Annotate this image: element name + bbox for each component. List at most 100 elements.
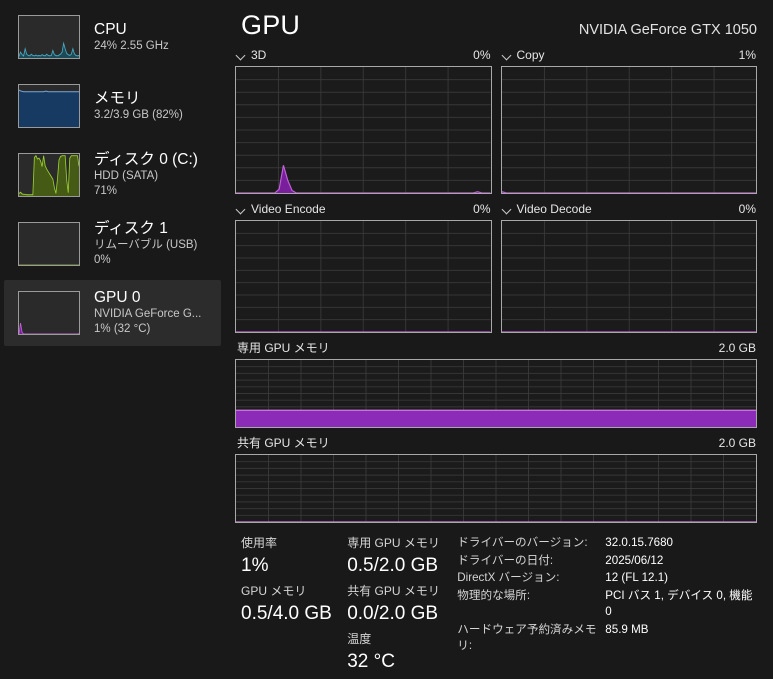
shared-memory-value: 0.0/2.0 GB: [347, 603, 439, 624]
graph-plot-3d: [235, 66, 492, 194]
graph-block-video-encode: Video Encode 0%: [235, 200, 492, 333]
device-name: NVIDIA GeForce GTX 1050: [578, 22, 757, 38]
chevron-down-icon[interactable]: [503, 51, 512, 60]
graph-value-3d: 0%: [473, 48, 491, 62]
sidebar-item-memory[interactable]: メモリ 3.2/3.9 GB (82%): [4, 73, 221, 139]
stats-column-info: ドライバーのバージョン: 32.0.15.7680 ドライバーの日付: 2025…: [457, 535, 757, 679]
graph-title-3d: 3D: [251, 48, 267, 62]
hardware-reserved-memory-label: ハードウェア予約済みメモリ:: [457, 622, 597, 653]
graph-block-copy: Copy 1%: [500, 46, 758, 194]
sidebar-sub-disk0-usage: 71%: [94, 185, 118, 197]
graph-block-shared-memory: 共有 GPU メモリ 2.0 GB: [235, 434, 757, 523]
plot-svg-dedicated-memory: [236, 360, 756, 427]
physical-location-value: PCI バス 1, デバイス 0, 機能 0: [605, 588, 753, 619]
graph-label-video-encode[interactable]: Video Encode 0%: [235, 200, 492, 220]
sidebar-title-gpu0: GPU 0: [94, 289, 141, 306]
sidebar-title-disk1: ディスク 1: [94, 220, 168, 237]
sidebar-title-cpu: CPU: [94, 20, 127, 38]
graph-plot-copy: [500, 66, 757, 194]
graph-value-shared-memory: 2.0 GB: [718, 436, 756, 450]
sidebar-text-cpu: CPU 24% 2.55 GHz: [94, 21, 169, 54]
resource-sidebar[interactable]: CPU 24% 2.55 GHz メモリ 3.2/3.9 GB (82%) ディ…: [0, 0, 225, 679]
gpu-memory-label: GPU メモリ: [241, 584, 307, 598]
sidebar-text-disk0: ディスク 0 (C:) HDD (SATA) 71%: [94, 151, 198, 199]
temperature-value: 32 °C: [347, 651, 395, 672]
physical-location-label: 物理的な場所:: [457, 588, 531, 602]
sidebar-text-disk1: ディスク 1 リムーバブル (USB) 0%: [94, 220, 197, 268]
dedicated-memory-value: 0.5/2.0 GB: [347, 555, 439, 576]
cpu-thumbnail-graph: [18, 15, 80, 59]
gpu0-sparkline-icon: [19, 292, 79, 334]
memory-sparkline-icon: [19, 85, 79, 127]
cpu-sparkline-icon: [19, 16, 79, 58]
graph-value-video-encode: 0%: [473, 202, 491, 216]
directx-version-value: 12 (FL 12.1): [605, 571, 669, 584]
graph-value-copy: 1%: [738, 48, 756, 62]
graph-row-3: 専用 GPU メモリ 2.0 GB: [235, 339, 757, 428]
temperature-label: 温度: [347, 632, 372, 646]
page-title: GPU: [241, 10, 301, 40]
memory-thumbnail-graph: [18, 84, 80, 128]
chevron-down-icon[interactable]: [503, 205, 512, 214]
sidebar-sub-disk1-usage: 0%: [94, 254, 111, 266]
graph-title-dedicated-memory: 専用 GPU メモリ: [237, 341, 330, 355]
graph-block-dedicated-memory: 専用 GPU メモリ 2.0 GB: [235, 339, 757, 428]
graph-row-2: Video Encode 0% Video Decode 0%: [235, 200, 757, 333]
stats-column-memory: 専用 GPU メモリ 0.5/2.0 GB 共有 GPU メモリ 0.0/2.0…: [347, 535, 457, 679]
sidebar-item-disk0[interactable]: ディスク 0 (C:) HDD (SATA) 71%: [4, 142, 221, 208]
graph-title-video-decode: Video Decode: [516, 202, 592, 216]
sidebar-title-disk0: ディスク 0 (C:): [94, 151, 198, 168]
driver-date-value: 2025/06/12: [605, 553, 664, 567]
sidebar-sub-gpu0-usage: 1% (32 °C): [94, 323, 151, 335]
gpu-stats: 使用率 1% GPU メモリ 0.5/4.0 GB 専用 GPU メモリ 0.5…: [235, 523, 757, 679]
graph-label-video-decode[interactable]: Video Decode 0%: [501, 200, 758, 220]
disk0-thumbnail-graph: [18, 153, 80, 197]
sidebar-item-cpu[interactable]: CPU 24% 2.55 GHz: [4, 4, 221, 70]
chevron-down-icon[interactable]: [237, 205, 246, 214]
plot-svg-video-decode: [501, 221, 756, 332]
graph-plot-dedicated-memory: [235, 359, 757, 428]
graph-plot-video-encode: [235, 220, 492, 333]
graph-plot-shared-memory: [235, 454, 757, 523]
gpu-detail-pane: GPU NVIDIA GeForce GTX 1050 3D 0%: [225, 0, 773, 679]
stats-column-utilization: 使用率 1% GPU メモリ 0.5/4.0 GB: [241, 535, 347, 679]
graph-block-3d: 3D 0%: [235, 46, 492, 194]
sidebar-sub-cpu: 24% 2.55 GHz: [94, 39, 169, 52]
graph-row-1: 3D 0% Copy 1%: [235, 46, 757, 194]
graph-title-video-encode: Video Encode: [251, 202, 326, 216]
graph-plot-video-decode: [500, 220, 757, 333]
graph-label-shared-memory: 共有 GPU メモリ 2.0 GB: [235, 434, 757, 454]
shared-memory-label: 共有 GPU メモリ: [347, 584, 440, 598]
sidebar-text-gpu0: GPU 0 NVIDIA GeForce G... 1% (32 °C): [94, 289, 201, 337]
sidebar-title-memory: メモリ: [94, 89, 141, 107]
sidebar-sub-disk0-type: HDD (SATA): [94, 170, 159, 182]
graph-label-dedicated-memory: 専用 GPU メモリ 2.0 GB: [235, 339, 757, 359]
disk0-sparkline-icon: [19, 154, 79, 196]
plot-svg-copy: [501, 67, 756, 193]
driver-version-value: 32.0.15.7680: [605, 536, 673, 549]
disk1-thumbnail-graph: [18, 222, 80, 266]
graph-value-video-decode: 0%: [738, 202, 756, 216]
driver-info-grid: ドライバーのバージョン: 32.0.15.7680 ドライバーの日付: 2025…: [457, 535, 757, 655]
graph-label-copy[interactable]: Copy 1%: [501, 46, 758, 66]
disk1-sparkline-icon: [19, 223, 79, 265]
graph-title-copy: Copy: [516, 48, 545, 62]
graph-row-4: 共有 GPU メモリ 2.0 GB: [235, 434, 757, 523]
graph-value-dedicated-memory: 2.0 GB: [718, 341, 756, 355]
chevron-down-icon[interactable]: [237, 51, 246, 60]
plot-svg-3d: [236, 67, 491, 193]
dedicated-memory-label: 専用 GPU メモリ: [347, 536, 440, 550]
directx-version-label: DirectX バージョン:: [457, 571, 560, 584]
sidebar-sub-memory: 3.2/3.9 GB (82%): [94, 108, 183, 121]
hardware-reserved-memory-value: 85.9 MB: [605, 622, 649, 636]
graph-title-shared-memory: 共有 GPU メモリ: [237, 436, 330, 450]
graph-label-3d[interactable]: 3D 0%: [235, 46, 492, 66]
plot-svg-video-encode: [236, 221, 491, 332]
sidebar-sub-gpu0-model: NVIDIA GeForce G...: [94, 308, 202, 320]
sidebar-item-disk1[interactable]: ディスク 1 リムーバブル (USB) 0%: [4, 211, 221, 277]
gpu-memory-value: 0.5/4.0 GB: [241, 603, 332, 624]
graph-block-video-decode: Video Decode 0%: [500, 200, 758, 333]
utilization-label: 使用率: [241, 536, 278, 550]
sidebar-item-gpu0[interactable]: GPU 0 NVIDIA GeForce G... 1% (32 °C): [4, 280, 221, 346]
